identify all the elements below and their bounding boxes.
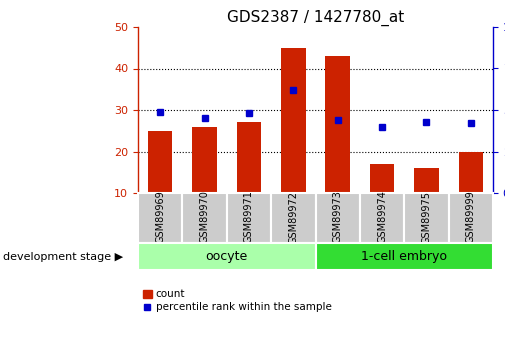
Bar	[148, 131, 172, 235]
Text: GSM89975: GSM89975	[422, 190, 431, 244]
Bar	[360, 193, 404, 243]
Bar	[414, 168, 439, 235]
Bar	[326, 56, 350, 235]
Bar	[316, 243, 493, 270]
Text: GSM89974: GSM89974	[377, 190, 387, 244]
Title: GDS2387 / 1427780_at: GDS2387 / 1427780_at	[227, 9, 404, 26]
Bar	[227, 193, 271, 243]
Text: development stage ▶: development stage ▶	[3, 252, 123, 262]
Bar	[138, 193, 182, 243]
Bar	[459, 151, 483, 235]
Bar	[192, 127, 217, 235]
Text: oocyte: oocyte	[206, 250, 248, 263]
Text: GSM89969: GSM89969	[155, 191, 165, 243]
Text: GSM89970: GSM89970	[199, 190, 210, 244]
Bar	[138, 243, 316, 270]
Text: GSM89972: GSM89972	[288, 190, 298, 244]
Bar	[271, 193, 316, 243]
Text: GSM89971: GSM89971	[244, 190, 254, 244]
Legend: count, percentile rank within the sample: count, percentile rank within the sample	[143, 289, 332, 312]
Bar	[281, 48, 306, 235]
Text: 1-cell embryo: 1-cell embryo	[361, 250, 447, 263]
Bar	[237, 122, 261, 235]
Bar	[182, 193, 227, 243]
Bar	[316, 193, 360, 243]
Bar	[370, 164, 394, 235]
Bar	[404, 193, 448, 243]
Text: GSM89999: GSM89999	[466, 191, 476, 243]
Bar	[448, 193, 493, 243]
Text: GSM89973: GSM89973	[333, 190, 343, 244]
